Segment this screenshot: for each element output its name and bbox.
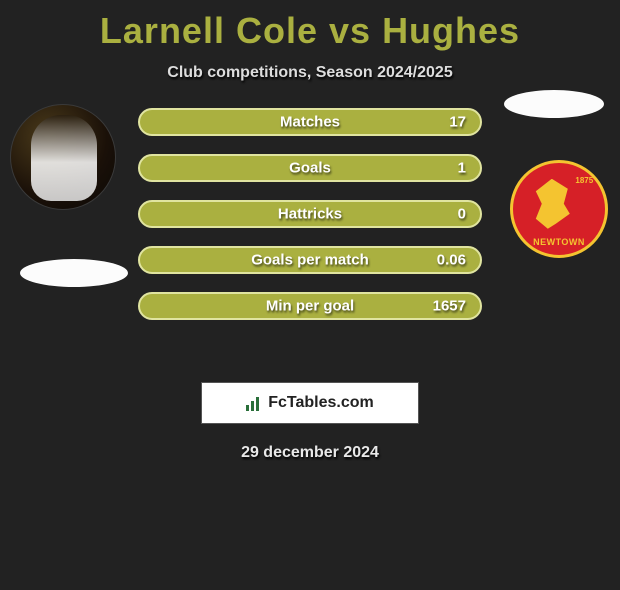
stats-list: Matches 17 Goals 1 Hattricks 0 Goals per… <box>138 104 482 320</box>
comparison-card: Larnell Cole vs Hughes Club competitions… <box>0 10 620 462</box>
stat-label: Goals per match <box>251 252 369 269</box>
stat-value: 1657 <box>433 298 466 315</box>
brand-name: FcTables.com <box>268 394 374 412</box>
content-area: 1875 NEWTOWN Matches 17 Goals 1 Hattrick… <box>10 104 610 364</box>
club-name: NEWTOWN <box>533 237 585 247</box>
subtitle: Club competitions, Season 2024/2025 <box>10 64 610 82</box>
club-year: 1875 <box>575 177 593 185</box>
player2-club-badge: 1875 NEWTOWN <box>510 160 608 258</box>
stat-label: Matches <box>280 114 340 131</box>
stat-label: Min per goal <box>266 298 354 315</box>
club-crest-icon <box>532 179 572 229</box>
stat-label: Hattricks <box>278 206 342 223</box>
stat-value: 17 <box>449 114 466 131</box>
stat-row-hattricks: Hattricks 0 <box>138 200 482 228</box>
stat-row-goals-per-match: Goals per match 0.06 <box>138 246 482 274</box>
badge-blank-right <box>504 90 604 118</box>
stat-row-goals: Goals 1 <box>138 154 482 182</box>
stat-row-matches: Matches 17 <box>138 108 482 136</box>
stat-row-min-per-goal: Min per goal 1657 <box>138 292 482 320</box>
stat-value: 0.06 <box>437 252 466 269</box>
footer-date: 29 december 2024 <box>10 444 610 462</box>
bar-chart-icon <box>246 395 264 411</box>
stat-label: Goals <box>289 160 331 177</box>
player1-avatar <box>10 104 116 210</box>
title-player2: Hughes <box>382 10 520 51</box>
brand-box: FcTables.com <box>201 382 419 424</box>
page-title: Larnell Cole vs Hughes <box>10 10 610 52</box>
title-player1: Larnell Cole <box>100 10 318 51</box>
stat-value: 0 <box>458 206 466 223</box>
badge-blank-left <box>20 259 128 287</box>
title-vs: vs <box>329 10 371 51</box>
stat-value: 1 <box>458 160 466 177</box>
